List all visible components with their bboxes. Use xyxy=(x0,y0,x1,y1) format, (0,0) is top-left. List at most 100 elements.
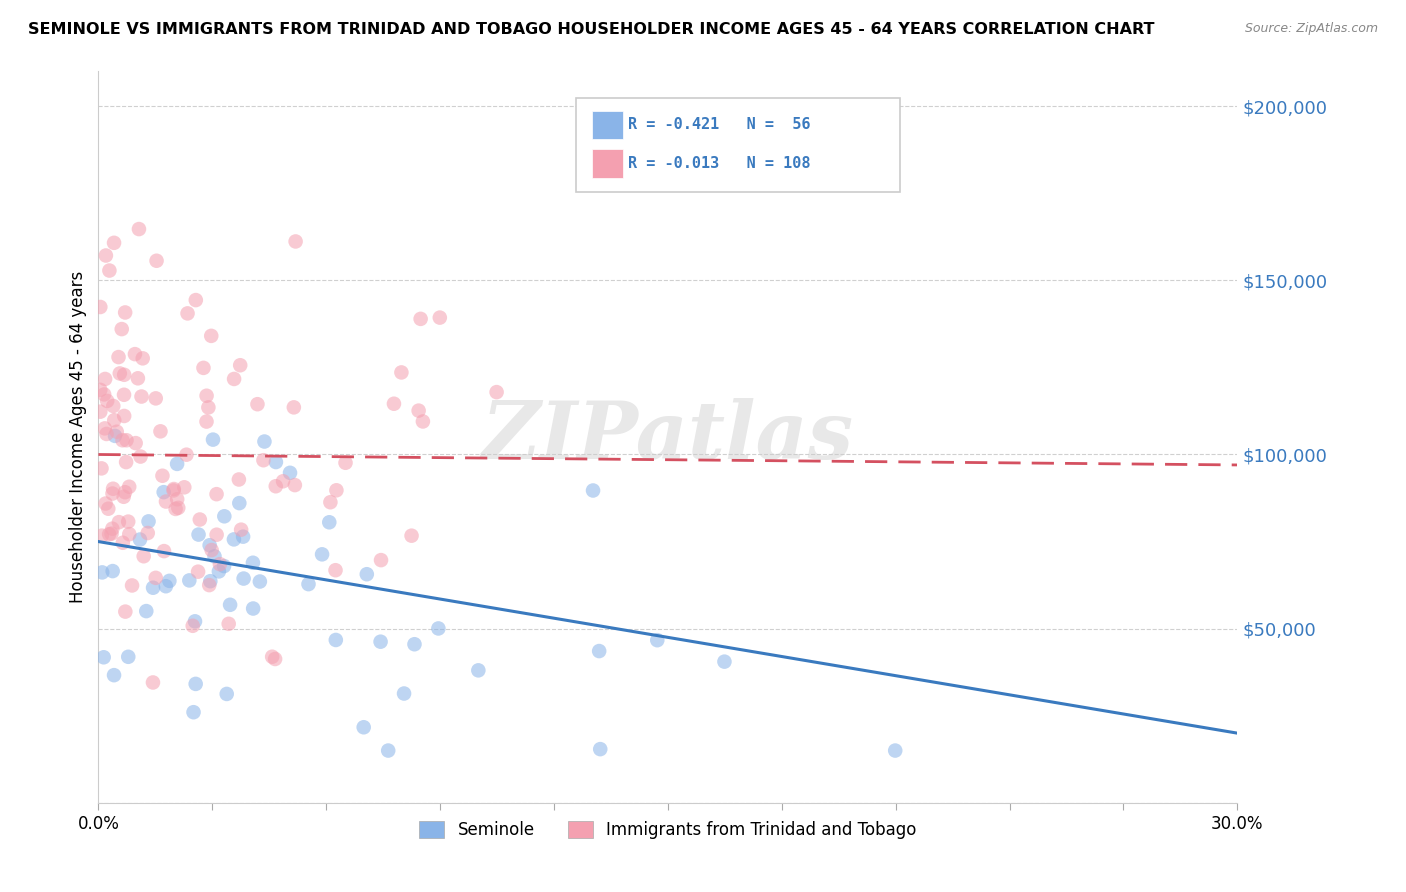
Point xyxy=(152,485,174,500)
Point xyxy=(228,496,250,510)
Point xyxy=(173,480,195,494)
Point xyxy=(246,397,269,411)
Point xyxy=(353,720,375,734)
Point xyxy=(278,466,301,480)
Point xyxy=(184,293,207,307)
Point xyxy=(166,492,188,507)
Point xyxy=(118,480,141,494)
Point xyxy=(107,350,129,364)
Point xyxy=(212,559,235,574)
Point xyxy=(145,253,167,268)
Point xyxy=(214,509,236,524)
Point xyxy=(187,565,209,579)
Point xyxy=(101,564,124,578)
Point xyxy=(208,565,231,579)
Text: Source: ZipAtlas.com: Source: ZipAtlas.com xyxy=(1244,22,1378,36)
Point xyxy=(232,572,254,586)
Point xyxy=(101,486,124,500)
Point xyxy=(429,310,451,325)
Point xyxy=(409,311,432,326)
Point xyxy=(249,574,271,589)
Point xyxy=(404,637,426,651)
Point xyxy=(112,388,135,402)
Point xyxy=(713,655,735,669)
Point xyxy=(115,434,138,448)
Point xyxy=(162,483,184,498)
Point xyxy=(94,248,117,262)
Point xyxy=(264,455,287,469)
Point xyxy=(103,668,125,682)
Point xyxy=(198,578,221,592)
Point xyxy=(90,528,112,542)
Point xyxy=(242,601,264,615)
Point xyxy=(111,535,134,549)
Point xyxy=(129,533,152,547)
Point xyxy=(111,322,134,336)
Point xyxy=(108,367,131,381)
Point xyxy=(101,522,124,536)
Point xyxy=(94,421,117,435)
Point xyxy=(94,497,117,511)
Point xyxy=(184,615,207,629)
Point xyxy=(204,549,226,564)
Point xyxy=(90,461,112,475)
Point xyxy=(127,371,149,385)
Point xyxy=(195,415,218,429)
Point xyxy=(135,604,157,618)
Point xyxy=(284,478,307,492)
Point xyxy=(131,351,153,366)
Point xyxy=(325,632,347,647)
Point xyxy=(181,619,204,633)
Point xyxy=(370,634,392,648)
Point xyxy=(228,473,250,487)
Point xyxy=(219,598,242,612)
Point xyxy=(166,457,188,471)
Point xyxy=(205,487,228,501)
Point xyxy=(200,329,222,343)
Point xyxy=(218,616,240,631)
Point xyxy=(117,649,139,664)
Point xyxy=(115,455,138,469)
Point xyxy=(103,235,125,250)
Point xyxy=(167,500,190,515)
Point xyxy=(193,360,215,375)
Point xyxy=(98,263,121,277)
Point xyxy=(188,512,211,526)
Y-axis label: Householder Income Ages 45 - 64 years: Householder Income Ages 45 - 64 years xyxy=(69,271,87,603)
Point xyxy=(94,372,117,386)
Point xyxy=(311,547,333,561)
Point xyxy=(91,566,114,580)
Point xyxy=(103,413,125,427)
Point xyxy=(163,482,186,496)
Point xyxy=(242,556,264,570)
Point xyxy=(183,705,205,719)
Point xyxy=(89,405,111,419)
Point xyxy=(93,387,115,401)
Point xyxy=(114,485,136,500)
Point xyxy=(138,515,160,529)
Point xyxy=(325,483,347,498)
Point xyxy=(98,527,121,541)
Point xyxy=(155,579,177,593)
Point xyxy=(100,526,122,541)
Point xyxy=(297,577,319,591)
Point xyxy=(884,743,907,757)
Point xyxy=(262,649,284,664)
Point xyxy=(412,414,434,428)
Point xyxy=(114,305,136,319)
Point xyxy=(645,633,668,648)
Point xyxy=(89,383,111,397)
Point xyxy=(129,450,152,464)
Point xyxy=(253,434,276,449)
Point xyxy=(142,581,165,595)
Point xyxy=(153,544,176,558)
Point xyxy=(131,390,153,404)
Point xyxy=(589,742,612,756)
Point xyxy=(231,523,253,537)
Point xyxy=(176,306,198,320)
Point xyxy=(117,515,139,529)
Point xyxy=(111,434,134,448)
Point xyxy=(187,527,209,541)
Point xyxy=(467,664,489,678)
Point xyxy=(283,401,305,415)
